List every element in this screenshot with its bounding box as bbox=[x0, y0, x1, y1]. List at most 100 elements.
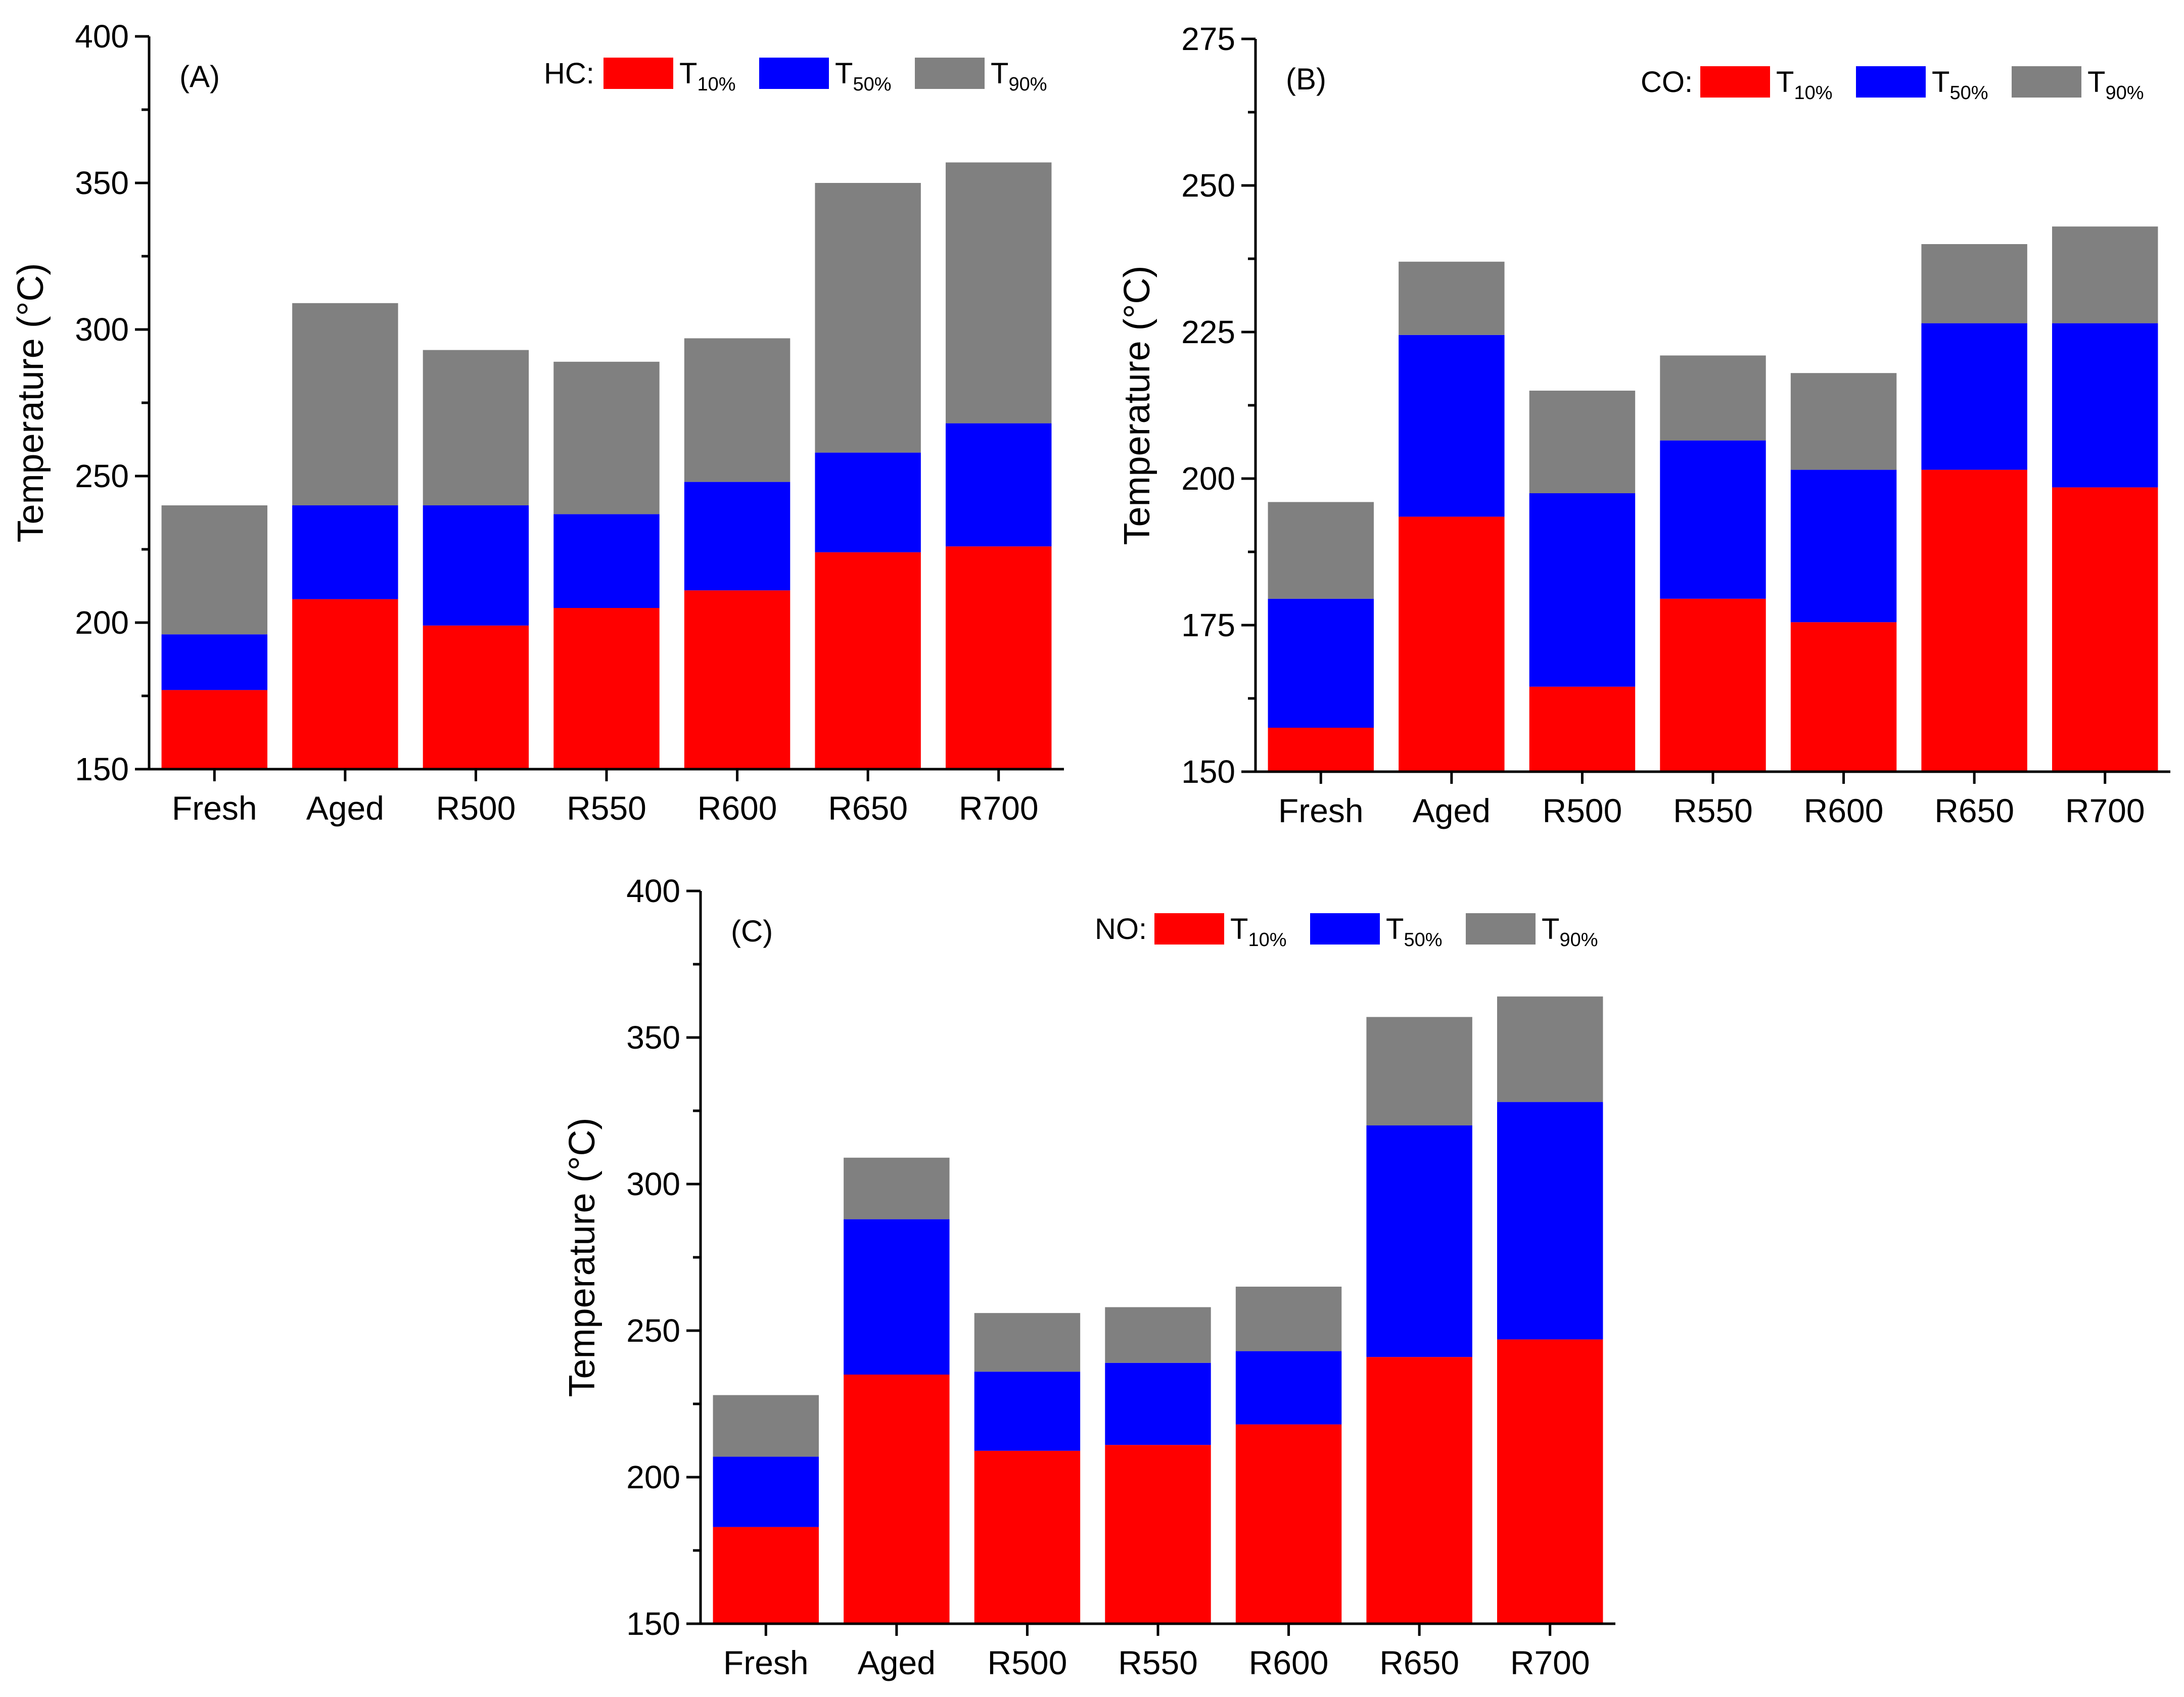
bar-fresh-10pct bbox=[713, 1527, 819, 1624]
bar-r650-90pct bbox=[815, 183, 921, 453]
bar-r550-50pct bbox=[1105, 1362, 1211, 1445]
bar-r650-10pct bbox=[1366, 1357, 1472, 1624]
chart-panel-b: Fresh Aged R500 R550 R600 R650 R700 150 175 200 22… bbox=[1117, 21, 2170, 829]
x-tick-label: R500 bbox=[1543, 792, 1622, 829]
bar-aged-50pct bbox=[292, 505, 398, 599]
bar-r550-10pct bbox=[553, 608, 660, 769]
y-tick-label: 400 bbox=[75, 18, 129, 55]
bar-aged-50pct bbox=[844, 1219, 950, 1375]
y-tick-label: 300 bbox=[75, 311, 129, 348]
bar-r550-90pct bbox=[553, 361, 660, 514]
bar-r600-10pct bbox=[1235, 1424, 1342, 1624]
bar-r650-50pct bbox=[815, 452, 921, 552]
y-tick-label: 275 bbox=[1181, 21, 1235, 57]
y-tick-label: 350 bbox=[75, 165, 129, 201]
bar-r600-10pct bbox=[684, 590, 791, 769]
chart-panel-a: Fresh Aged R500 R550 R600 R650 R700 150 200 250 30… bbox=[11, 18, 1064, 827]
legend-swatch bbox=[1856, 66, 1926, 98]
x-tick-label: R650 bbox=[1934, 792, 2014, 829]
bar-fresh-50pct bbox=[1268, 598, 1374, 728]
bar-aged-10pct bbox=[844, 1375, 950, 1624]
y-tick-label: 150 bbox=[626, 1606, 680, 1642]
bar-r500-90pct bbox=[423, 350, 529, 505]
x-tick-label: R550 bbox=[567, 789, 646, 827]
bar-r650-90pct bbox=[1921, 244, 2027, 323]
legend-entry: T90% bbox=[1542, 913, 1598, 951]
bar-r700-10pct bbox=[945, 546, 1052, 769]
y-tick-label: 250 bbox=[626, 1312, 680, 1349]
legend-entry: T10% bbox=[1776, 66, 1833, 104]
bar-r550-50pct bbox=[1660, 440, 1766, 599]
bar-r600-90pct bbox=[1790, 373, 1897, 470]
bar-aged-10pct bbox=[292, 599, 398, 769]
bar-r600-50pct bbox=[684, 482, 791, 591]
bar-r650-50pct bbox=[1921, 323, 2027, 470]
bar-fresh-50pct bbox=[161, 634, 268, 690]
bar-r550-90pct bbox=[1660, 355, 1766, 441]
bar-aged-90pct bbox=[1399, 261, 1505, 335]
y-tick-label: 200 bbox=[75, 604, 129, 641]
x-tick-label: Aged bbox=[1413, 792, 1491, 829]
x-tick-label: R600 bbox=[1804, 792, 1884, 829]
x-tick-label: Fresh bbox=[172, 789, 257, 827]
bar-fresh-90pct bbox=[713, 1395, 819, 1457]
legend-swatch bbox=[759, 58, 829, 89]
bar-r700-10pct bbox=[1497, 1339, 1603, 1624]
y-tick-label: 350 bbox=[626, 1019, 680, 1056]
y-tick-label: 250 bbox=[1181, 167, 1235, 204]
legend-swatch bbox=[1154, 913, 1224, 945]
y-tick-label: 300 bbox=[626, 1166, 680, 1202]
bar-r500-10pct bbox=[1529, 686, 1636, 772]
x-tick-label: R550 bbox=[1673, 792, 1753, 829]
bar-aged-90pct bbox=[844, 1157, 950, 1219]
bar-fresh-90pct bbox=[161, 505, 268, 635]
bar-r500-50pct bbox=[1529, 493, 1636, 687]
y-tick-label: 225 bbox=[1181, 314, 1235, 350]
bar-fresh-10pct bbox=[1268, 728, 1374, 772]
y-tick-label: 150 bbox=[75, 751, 129, 787]
y-tick-label: 175 bbox=[1181, 607, 1235, 643]
bar-r650-50pct bbox=[1366, 1125, 1472, 1357]
legend-entry: T50% bbox=[835, 57, 892, 95]
legend-entry: T50% bbox=[1932, 66, 1988, 104]
y-axis-title: Temperature (°C) bbox=[1117, 266, 1157, 545]
bar-fresh-10pct bbox=[161, 690, 268, 769]
legend-entry: T90% bbox=[991, 57, 1047, 95]
legend: CO: T10% T50% T90% bbox=[1641, 66, 2144, 104]
legend: NO: T10% T50% T90% bbox=[1095, 913, 1598, 951]
bar-r700-90pct bbox=[2052, 226, 2158, 323]
bar-r700-90pct bbox=[945, 162, 1052, 423]
bar-r600-50pct bbox=[1790, 469, 1897, 623]
bar-r700-50pct bbox=[945, 423, 1052, 547]
bar-r650-10pct bbox=[1921, 469, 2027, 772]
bar-r600-50pct bbox=[1235, 1351, 1342, 1425]
legend: HC: T10% T50% T90% bbox=[544, 57, 1047, 95]
bar-r550-90pct bbox=[1105, 1307, 1211, 1363]
bar-r500-10pct bbox=[423, 625, 529, 769]
x-tick-label: Fresh bbox=[1278, 792, 1364, 829]
legend-entry: T90% bbox=[2087, 66, 2144, 104]
x-tick-label: Aged bbox=[306, 789, 384, 827]
x-tick-label: R650 bbox=[828, 789, 908, 827]
bar-r700-10pct bbox=[2052, 487, 2158, 772]
bar-r500-90pct bbox=[974, 1313, 1081, 1372]
bar-r700-50pct bbox=[1497, 1102, 1603, 1340]
x-tick-label: R700 bbox=[959, 789, 1039, 827]
x-tick-label: R550 bbox=[1118, 1644, 1198, 1681]
bar-r600-10pct bbox=[1790, 622, 1897, 772]
bar-fresh-90pct bbox=[1268, 502, 1374, 599]
y-axis-title: Temperature (°C) bbox=[11, 263, 51, 543]
y-tick-label: 200 bbox=[1181, 460, 1235, 497]
bar-r650-90pct bbox=[1366, 1017, 1472, 1125]
bar-r600-90pct bbox=[1235, 1287, 1342, 1351]
bar-aged-10pct bbox=[1399, 516, 1505, 772]
x-tick-label: R600 bbox=[698, 789, 777, 827]
x-tick-label: R600 bbox=[1249, 1644, 1329, 1681]
bar-r500-10pct bbox=[974, 1450, 1081, 1624]
bar-fresh-50pct bbox=[713, 1456, 819, 1527]
bar-r500-50pct bbox=[423, 505, 529, 626]
bar-r700-50pct bbox=[2052, 323, 2158, 488]
legend-swatch bbox=[915, 58, 985, 89]
legend-title: CO: bbox=[1641, 66, 1693, 99]
